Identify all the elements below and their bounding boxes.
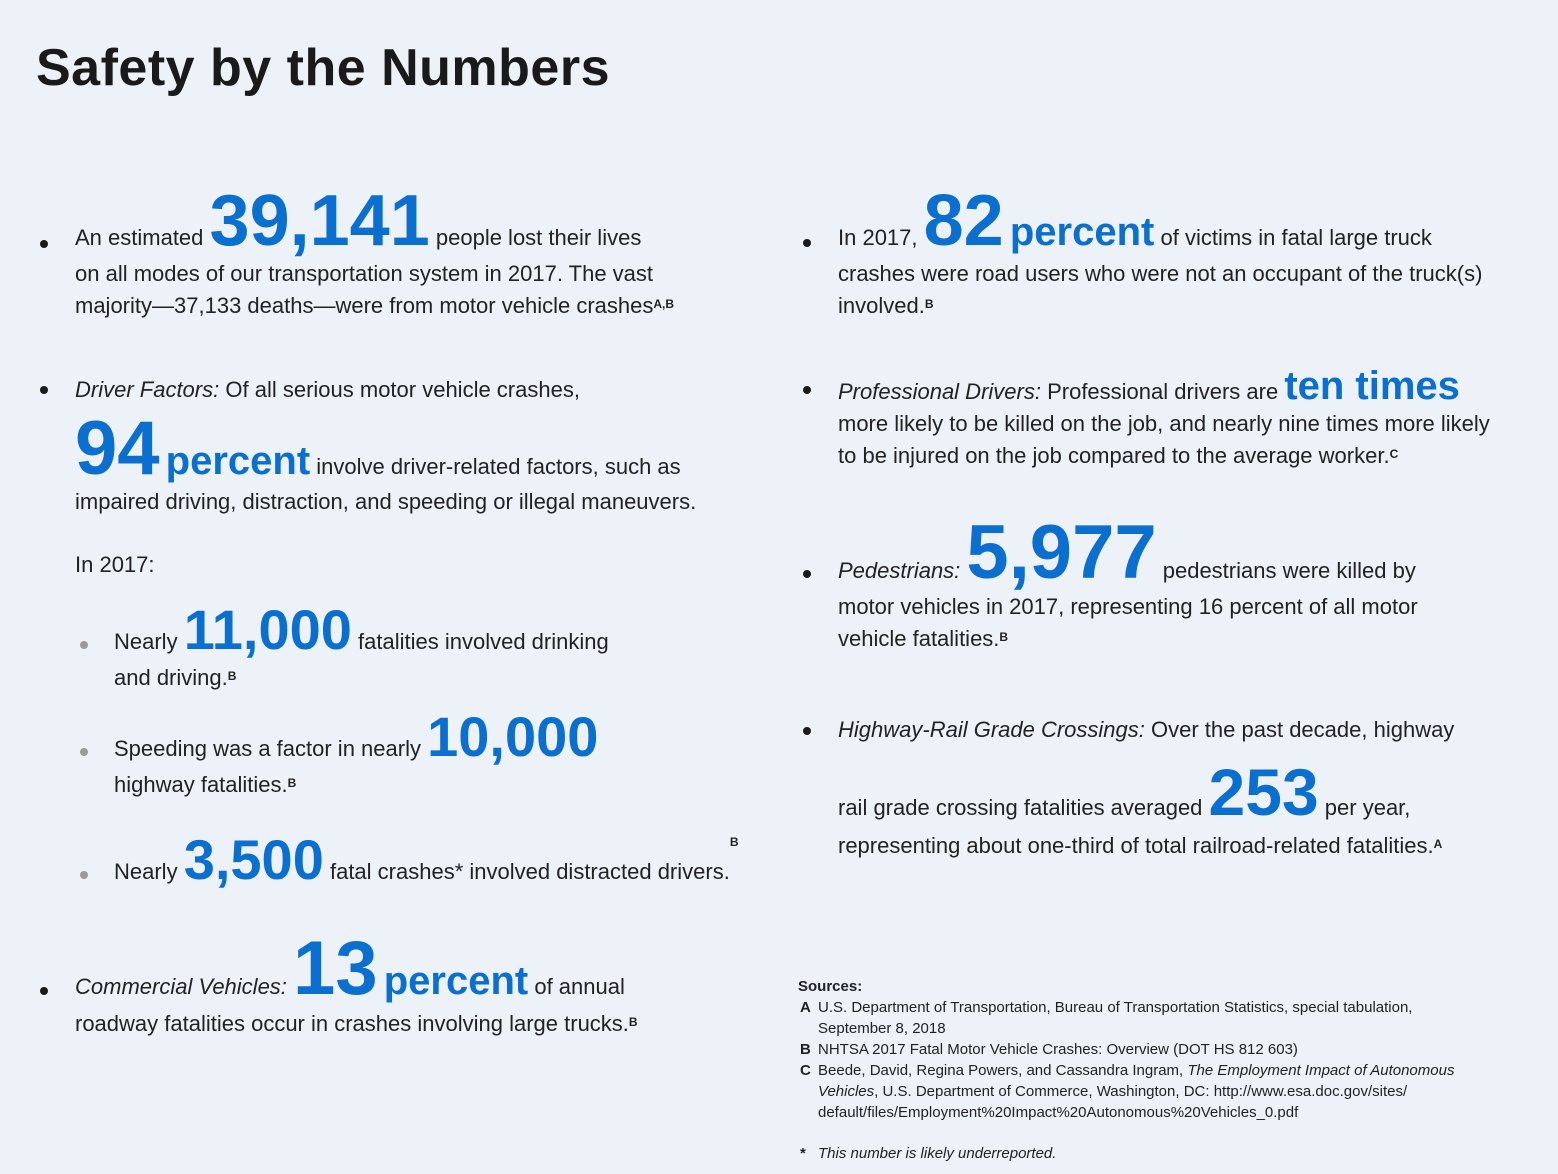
sub-bullet-distracted: Nearly 3,500 fatal crashes* involved dis… [114,828,794,892]
subheading-in-2017: In 2017: [75,552,155,577]
bullet-text-line: on all modes of our transportation syste… [75,261,654,286]
bullet-dot [40,240,48,248]
bullet-pedestrians: Pedestrians: 5,977 pedestrians were kill… [838,515,1538,655]
stat-number-10000: 10,000 [427,705,599,768]
bullet-text: An estimated [75,225,204,250]
bullet-dot [803,570,811,578]
bullet-text-line: vehicle fatalities. [838,626,1000,651]
bullet-dot [40,987,48,995]
bullet-text-line: and driving. [114,665,228,690]
bullet-text: of victims in fatal large truck [1160,225,1432,250]
source-url: default/files/Employment%20Impact%20Auto… [818,1104,1299,1121]
bullet-text-line: crashes were road users who were not an … [838,261,1483,286]
bullet-text-line: roadway fatalities occur in crashes invo… [75,1011,629,1036]
bullet-text: pedestrians were killed by [1162,558,1416,583]
footnote-ref: B [924,297,934,311]
footnote-ref: B [999,630,1009,644]
footnote-ref: B [227,669,237,683]
bullet-text-line: more likely to be killed on the job, and… [838,411,1490,436]
bullet-text: Over the past decade, highway [1151,717,1455,742]
sub-bullet-speeding: Speeding was a factor in nearly 10,000 h… [114,705,674,801]
bullet-text: rail grade crossing fatalities averaged [838,795,1203,820]
bullet-label: Highway-Rail Grade Crossings: [838,717,1145,742]
bullet-fatalities-total: An estimated 39,141 people lost their li… [75,184,735,322]
bullet-dot [40,386,48,394]
bullet-text-line: impaired driving, distraction, and speed… [75,489,697,514]
sub-bullet-dot [80,871,88,879]
sub-bullet-drinking: Nearly 11,000 fatalities involved drinki… [114,598,674,694]
bullet-text: Nearly [114,859,178,884]
bullet-text: per year, [1324,795,1411,820]
stat-number-94: 94 [75,406,160,491]
bullet-professional-drivers: Professional Drivers: Professional drive… [838,366,1538,472]
bullet-text-line: involved. [838,293,925,318]
bullet-text-line: representing about one-third of total ra… [838,833,1434,858]
bullet-text-line: majority—37,133 deaths—were from motor v… [75,293,654,318]
source-key: * [800,1145,806,1162]
bullet-text: fatalities involved drinking [358,629,609,654]
stat-percent: percent [165,439,311,483]
source-title: The Employment Impact of Autonomous [1187,1062,1455,1079]
source-text: NHTSA 2017 Fatal Motor Vehicle Crashes: … [818,1041,1298,1058]
bullet-text: In 2017, [838,225,918,250]
bullet-driver-factors: Driver Factors: Of all serious motor veh… [75,374,765,581]
sources-block: Sources: A U.S. Department of Transporta… [798,976,1538,1164]
source-text: , U.S. Department of Commerce, Washingto… [874,1083,1408,1100]
bullet-label: Commercial Vehicles: [75,974,287,999]
source-text: U.S. Department of Transportation, Burea… [818,999,1413,1016]
bullet-text: Professional drivers are [1047,379,1279,404]
source-item-c: C Beede, David, Regina Powers, and Cassa… [798,1060,1538,1123]
bullet-text: Nearly [114,629,178,654]
bullet-commercial-vehicles: Commercial Vehicles: 13 percent of annua… [75,930,755,1040]
footnote-ref: C [1389,447,1399,461]
bullet-label: Driver Factors: [75,377,220,402]
stat-number-39141: 39,141 [209,181,430,261]
footnote-ref: B [729,835,739,849]
stat-number-11000: 11,000 [183,598,352,661]
stat-percent: percent [383,959,529,1003]
stat-number-82: 82 [923,181,1004,261]
bullet-dot [803,727,811,735]
bullet-text: involve driver-related factors, such as [316,454,681,479]
source-text: Beede, David, Regina Powers, and Cassand… [818,1062,1184,1079]
source-key: A [800,999,811,1016]
page-title: Safety by the Numbers [36,39,610,97]
bullet-dot [803,386,811,394]
bullet-text: people lost their lives [435,225,642,250]
source-key: B [800,1041,811,1058]
stat-number-3500: 3,500 [183,828,324,891]
source-text: September 8, 2018 [818,1020,946,1037]
footnote-ref: B [628,1015,638,1029]
sub-bullet-dot [80,748,88,756]
bullet-label: Pedestrians: [838,558,961,583]
bullet-label: Professional Drivers: [838,379,1041,404]
stat-number-13: 13 [293,926,378,1011]
footnote-ref: A,B [653,297,675,311]
sub-bullet-dot [80,641,88,649]
bullet-text: Speeding was a factor in nearly [114,736,421,761]
sources-heading: Sources: [798,978,863,995]
footnote-ref: A [1433,837,1443,851]
stat-percent: percent [1009,210,1155,254]
bullet-truck-victims: In 2017, 82 percent of victims in fatal … [838,184,1538,322]
bullet-text: of annual [534,974,625,999]
bullet-highway-rail: Highway-Rail Grade Crossings: Over the p… [838,714,1538,862]
stat-number-5977: 5,977 [966,510,1157,595]
stat-number-253: 253 [1208,755,1319,829]
source-item-a: A U.S. Department of Transportation, Bur… [798,997,1538,1039]
source-note: * This number is likely underreported. [798,1143,1538,1164]
bullet-text: Of all serious motor vehicle crashes, [225,377,580,402]
source-item-b: B NHTSA 2017 Fatal Motor Vehicle Crashes… [798,1039,1538,1060]
source-title: Vehicles [818,1083,875,1100]
stat-ten-times: ten times [1284,364,1460,408]
note-text: This number is likely underreported. [818,1145,1057,1162]
bullet-text-line: highway fatalities. [114,772,288,797]
bullet-dot [803,239,811,247]
bullet-text: fatal crashes* involved distracted drive… [329,859,730,884]
bullet-text-line: motor vehicles in 2017, representing 16 … [838,594,1418,619]
source-key: C [800,1062,811,1079]
footnote-ref: B [287,776,297,790]
bullet-text-line: to be injured on the job compared to the… [838,443,1390,468]
